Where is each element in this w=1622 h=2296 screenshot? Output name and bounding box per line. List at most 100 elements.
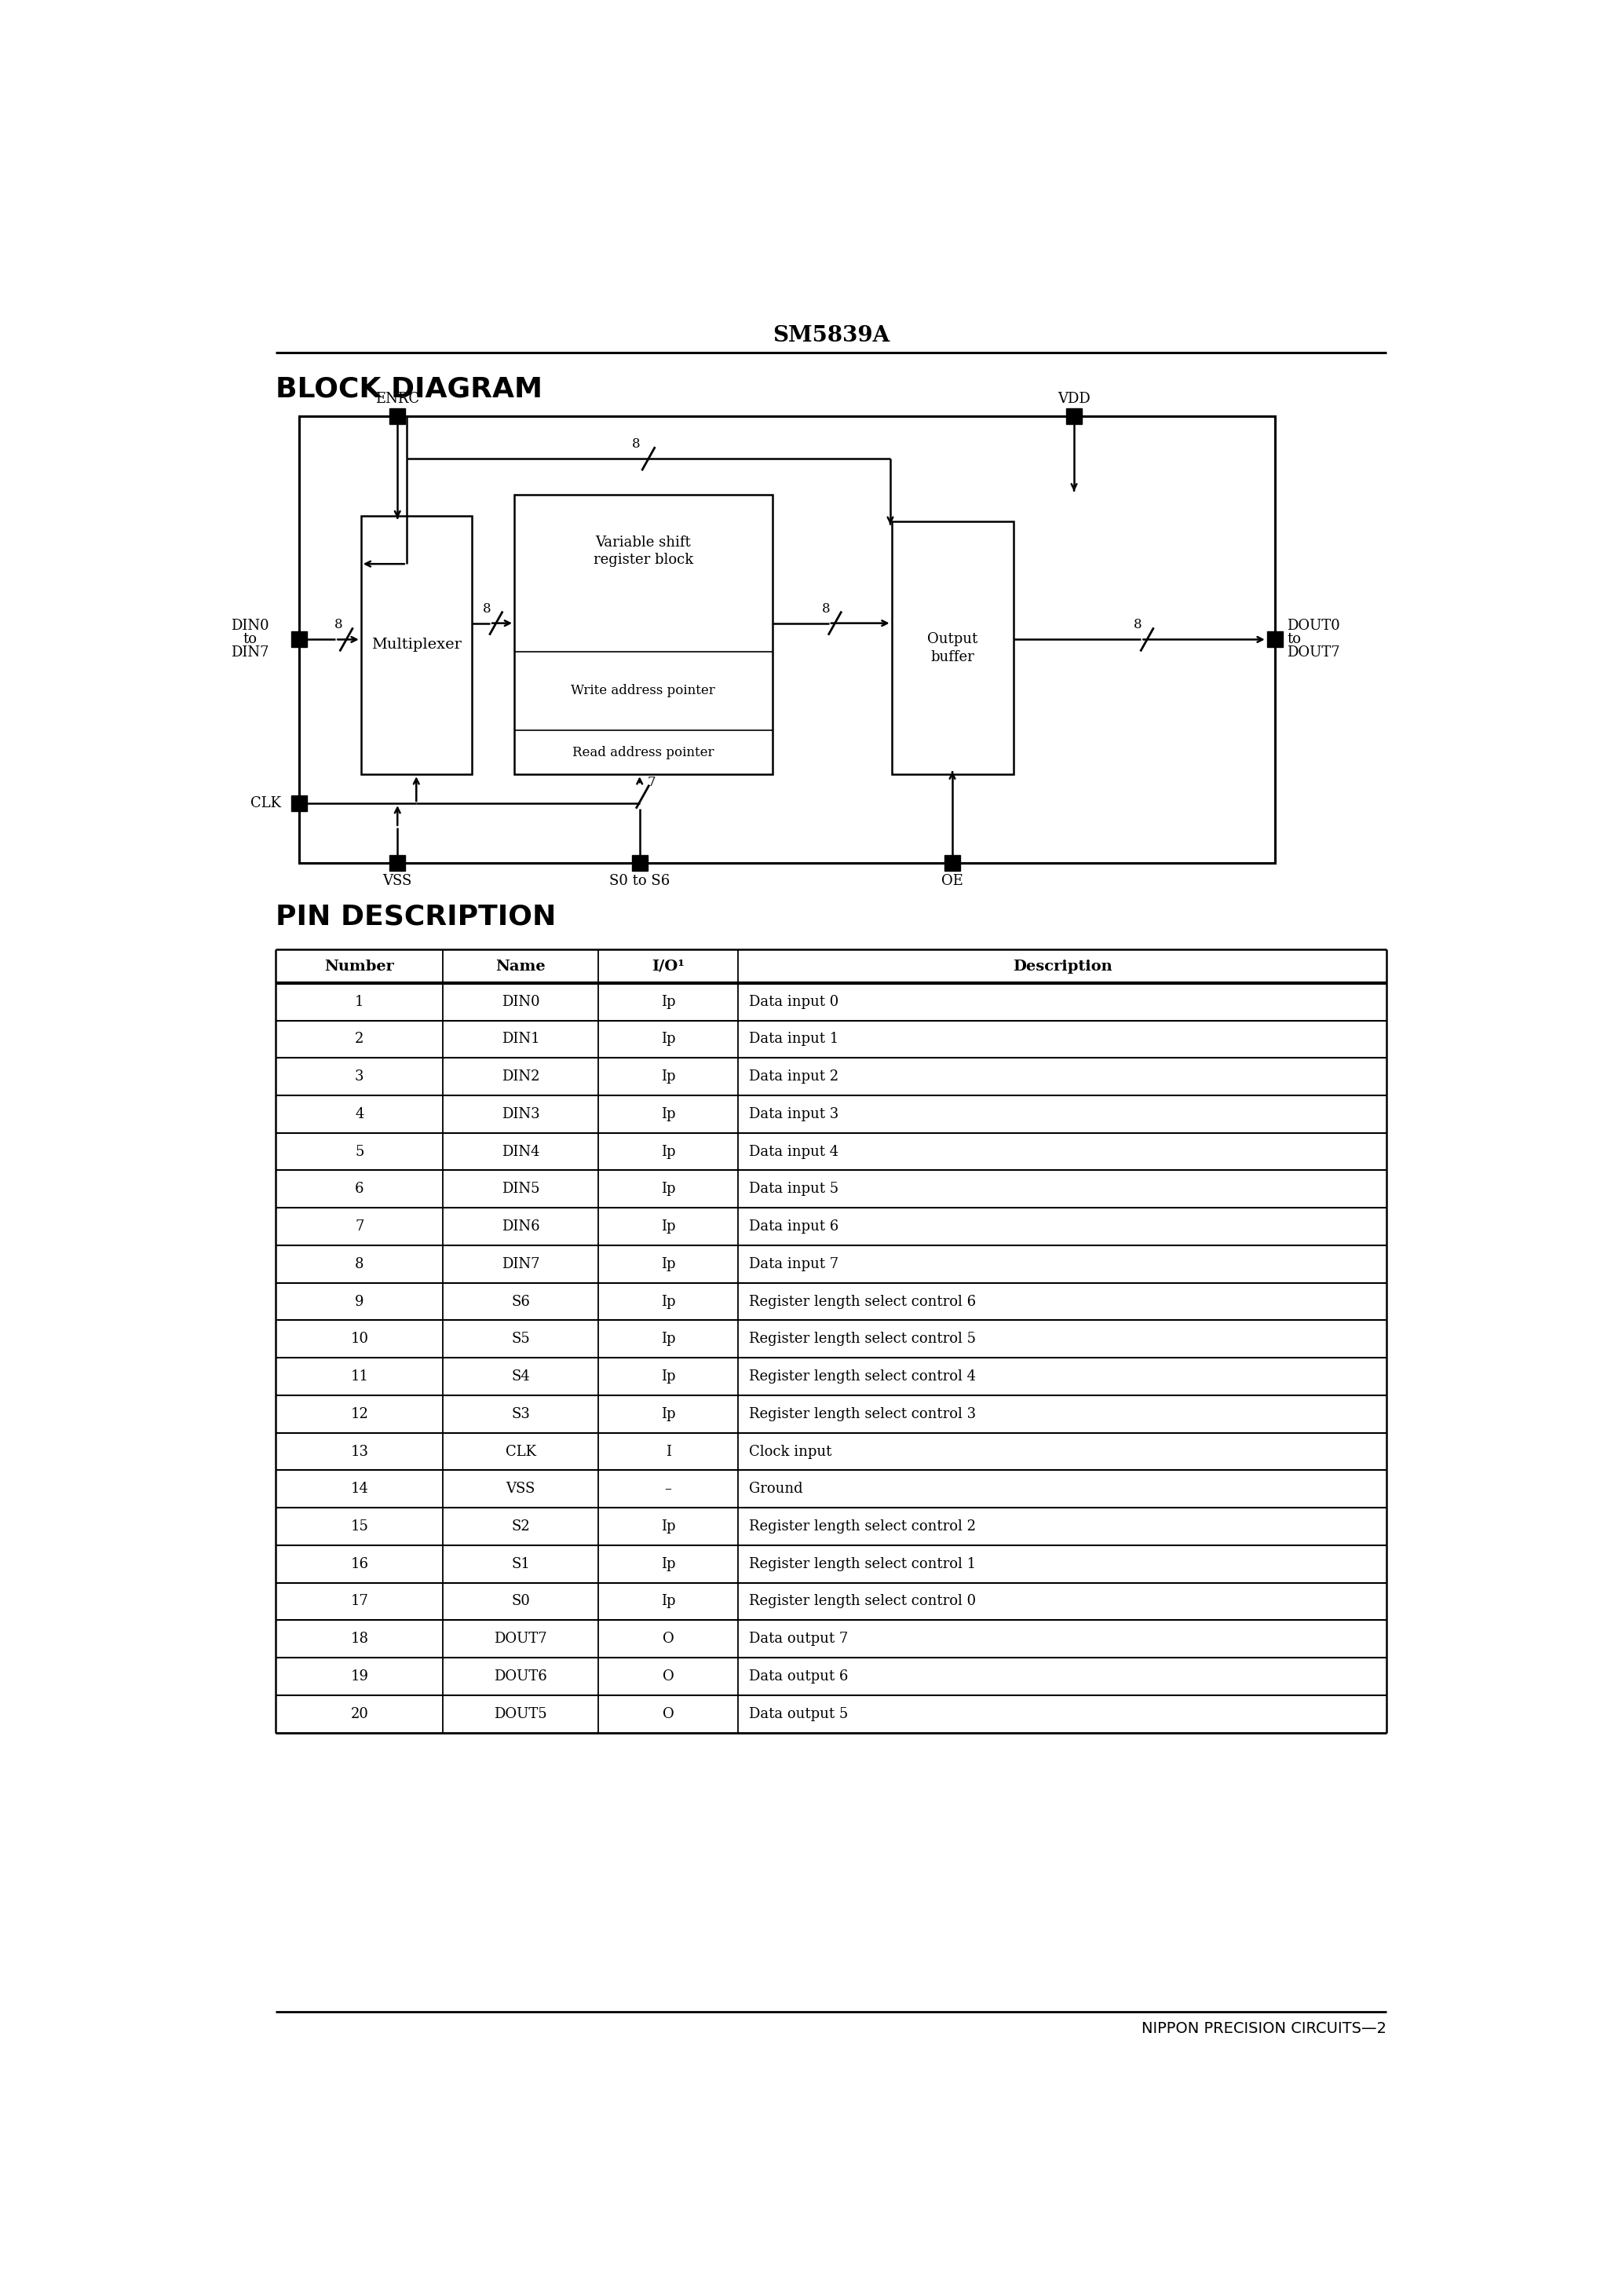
Polygon shape <box>631 856 647 870</box>
Text: Ip: Ip <box>660 1256 675 1272</box>
Text: Data input 3: Data input 3 <box>749 1107 839 1120</box>
Text: VSS: VSS <box>383 875 412 889</box>
Text: Data input 2: Data input 2 <box>749 1070 839 1084</box>
Text: Ip: Ip <box>660 994 675 1008</box>
Text: S0: S0 <box>511 1593 530 1609</box>
Text: DOUT5: DOUT5 <box>495 1706 547 1722</box>
Text: DIN0: DIN0 <box>230 620 269 634</box>
Text: 9: 9 <box>355 1295 363 1309</box>
Text: Number: Number <box>324 960 394 974</box>
Text: Variable shift: Variable shift <box>595 535 691 549</box>
Text: Data input 5: Data input 5 <box>749 1182 839 1196</box>
Text: S2: S2 <box>511 1520 530 1534</box>
Text: S0 to S6: S0 to S6 <box>610 875 670 889</box>
Text: Ip: Ip <box>660 1295 675 1309</box>
Text: Data output 6: Data output 6 <box>749 1669 848 1683</box>
Text: 2: 2 <box>355 1033 363 1047</box>
Text: PIN DESCRIPTION: PIN DESCRIPTION <box>276 902 556 930</box>
Text: 16: 16 <box>350 1557 368 1570</box>
Polygon shape <box>944 856 960 870</box>
Text: 13: 13 <box>350 1444 368 1458</box>
Text: Ip: Ip <box>660 1033 675 1047</box>
Text: Ip: Ip <box>660 1557 675 1570</box>
Polygon shape <box>290 631 307 647</box>
Text: BLOCK DIAGRAM: BLOCK DIAGRAM <box>276 377 543 402</box>
Text: 20: 20 <box>350 1706 368 1722</box>
Text: 7: 7 <box>647 776 655 790</box>
Text: Data input 4: Data input 4 <box>749 1143 839 1159</box>
Text: –: – <box>665 1481 672 1497</box>
Text: Name: Name <box>496 960 545 974</box>
Text: DIN6: DIN6 <box>501 1219 540 1233</box>
Text: 11: 11 <box>350 1368 368 1384</box>
Text: 8: 8 <box>355 1256 363 1272</box>
Text: Ip: Ip <box>660 1070 675 1084</box>
Text: 1: 1 <box>355 994 363 1008</box>
Text: Ip: Ip <box>660 1219 675 1233</box>
Text: DOUT6: DOUT6 <box>495 1669 547 1683</box>
Text: Ip: Ip <box>660 1593 675 1609</box>
Text: O: O <box>662 1706 675 1722</box>
Text: Output: Output <box>928 631 978 645</box>
Text: NIPPON PRECISION CIRCUITS—2: NIPPON PRECISION CIRCUITS—2 <box>1142 2020 1387 2037</box>
Text: 8: 8 <box>334 618 342 631</box>
Text: 12: 12 <box>350 1407 368 1421</box>
Text: Data input 6: Data input 6 <box>749 1219 839 1233</box>
Text: Description: Description <box>1012 960 1113 974</box>
Text: 17: 17 <box>350 1593 368 1609</box>
Text: Data input 0: Data input 0 <box>749 994 839 1008</box>
Text: Ip: Ip <box>660 1407 675 1421</box>
Text: DIN7: DIN7 <box>501 1256 540 1272</box>
Text: 10: 10 <box>350 1332 368 1345</box>
Text: 8: 8 <box>483 602 491 615</box>
Text: 4: 4 <box>355 1107 363 1120</box>
Text: Register length select control 2: Register length select control 2 <box>749 1520 976 1534</box>
Polygon shape <box>389 856 406 870</box>
Polygon shape <box>1066 409 1082 425</box>
Text: Register length select control 1: Register length select control 1 <box>749 1557 976 1570</box>
Text: 8: 8 <box>1134 618 1142 631</box>
Text: 14: 14 <box>350 1481 368 1497</box>
Text: CLK: CLK <box>250 797 281 810</box>
Text: Ip: Ip <box>660 1368 675 1384</box>
Text: Register length select control 6: Register length select control 6 <box>749 1295 976 1309</box>
Text: Ip: Ip <box>660 1107 675 1120</box>
Text: S3: S3 <box>511 1407 530 1421</box>
Text: Data output 5: Data output 5 <box>749 1706 848 1722</box>
Text: Ip: Ip <box>660 1182 675 1196</box>
Text: Register length select control 3: Register length select control 3 <box>749 1407 976 1421</box>
Text: SM5839A: SM5839A <box>772 326 890 347</box>
Text: VDD: VDD <box>1058 393 1090 406</box>
Text: S5: S5 <box>511 1332 530 1345</box>
Text: to: to <box>1286 631 1301 647</box>
Text: ENRC: ENRC <box>375 393 420 406</box>
Polygon shape <box>389 409 406 425</box>
Text: DIN0: DIN0 <box>501 994 540 1008</box>
Text: CLK: CLK <box>506 1444 535 1458</box>
Text: 19: 19 <box>350 1669 368 1683</box>
Text: I: I <box>665 1444 672 1458</box>
Text: DIN2: DIN2 <box>501 1070 540 1084</box>
Text: 8: 8 <box>822 602 830 615</box>
Text: Read address pointer: Read address pointer <box>573 746 714 760</box>
Text: DIN3: DIN3 <box>501 1107 540 1120</box>
Text: DIN4: DIN4 <box>501 1143 540 1159</box>
Text: OE: OE <box>941 875 963 889</box>
Text: 6: 6 <box>355 1182 363 1196</box>
Text: I/O¹: I/O¹ <box>652 960 684 974</box>
Text: Data output 7: Data output 7 <box>749 1632 848 1646</box>
Polygon shape <box>1267 631 1283 647</box>
Text: to: to <box>243 631 258 647</box>
Text: Register length select control 0: Register length select control 0 <box>749 1593 976 1609</box>
Text: Ip: Ip <box>660 1520 675 1534</box>
Text: O: O <box>662 1669 675 1683</box>
Text: S1: S1 <box>511 1557 530 1570</box>
Text: DIN5: DIN5 <box>501 1182 540 1196</box>
Text: DOUT7: DOUT7 <box>1286 645 1340 659</box>
Text: Ground: Ground <box>749 1481 803 1497</box>
Text: DIN7: DIN7 <box>232 645 269 659</box>
Text: Register length select control 5: Register length select control 5 <box>749 1332 976 1345</box>
Text: O: O <box>662 1632 675 1646</box>
Text: Multiplexer: Multiplexer <box>371 638 461 652</box>
Text: 3: 3 <box>355 1070 363 1084</box>
